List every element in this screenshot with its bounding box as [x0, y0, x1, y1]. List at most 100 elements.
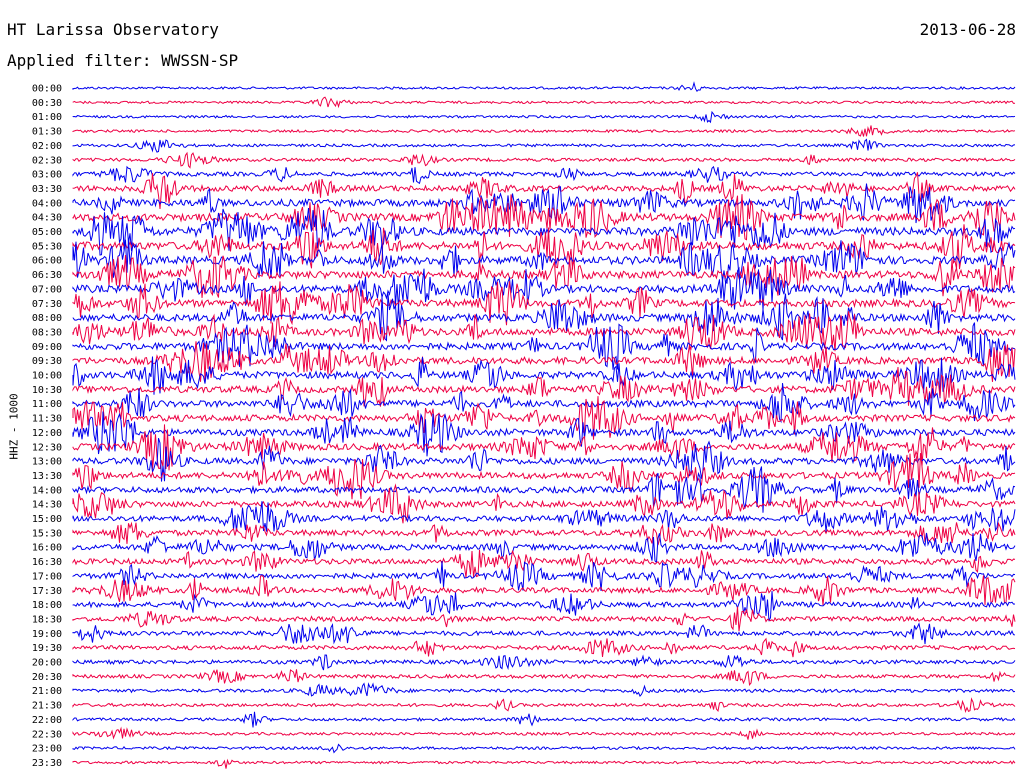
seismic-trace — [72, 758, 1016, 769]
seismic-trace — [72, 138, 1016, 153]
seismic-trace — [72, 266, 1016, 311]
seismic-trace — [72, 293, 1016, 342]
trace-label: 09:30 — [32, 356, 62, 367]
trace-label: 08:00 — [32, 313, 62, 324]
trace-label: 10:30 — [32, 385, 62, 396]
seismic-trace — [72, 453, 1016, 500]
filter-label: Applied filter: WWSSN-SP — [7, 51, 239, 70]
seismic-trace — [72, 532, 1016, 564]
seismic-trace — [72, 224, 1016, 270]
seismic-trace — [72, 483, 1016, 524]
trace-label: 01:30 — [32, 127, 62, 138]
trace-label: 16:30 — [32, 557, 62, 568]
seismic-trace — [72, 322, 1016, 370]
seismic-trace — [72, 438, 1016, 482]
seismic-trace — [72, 549, 1016, 578]
seismic-trace — [72, 606, 1016, 632]
trace-label: 15:00 — [32, 514, 62, 525]
trace-label: 05:30 — [32, 241, 62, 252]
seismic-trace — [72, 281, 1016, 326]
seismic-trace — [72, 194, 1016, 241]
trace-label: 23:30 — [32, 758, 62, 769]
trace-label: 16:00 — [32, 543, 62, 554]
seismic-trace — [72, 711, 1016, 728]
trace-label: 05:00 — [32, 227, 62, 238]
seismic-trace — [72, 151, 1016, 169]
seismic-trace — [72, 396, 1016, 440]
trace-label: 00:00 — [32, 84, 62, 95]
seismic-trace — [72, 165, 1016, 185]
trace-label: 01:00 — [32, 112, 62, 123]
trace-label: 04:30 — [32, 213, 62, 224]
seismic-trace — [72, 172, 1016, 210]
seismic-trace — [72, 726, 1016, 740]
seismic-trace — [72, 501, 1016, 533]
trace-label: 22:30 — [32, 729, 62, 740]
trace-label: 03:30 — [32, 184, 62, 195]
trace-label: 21:00 — [32, 686, 62, 697]
trace-label: 04:00 — [32, 198, 62, 209]
seismic-trace — [72, 622, 1016, 645]
seismic-trace — [72, 81, 1016, 92]
seismic-trace — [72, 110, 1016, 124]
seismic-trace — [72, 560, 1016, 591]
seismic-trace — [72, 183, 1016, 224]
trace-label: 11:30 — [32, 414, 62, 425]
trace-label: 18:00 — [32, 600, 62, 611]
trace-label: 10:00 — [32, 371, 62, 382]
trace-label: 19:30 — [32, 643, 62, 654]
seismic-trace — [72, 591, 1016, 622]
date-label: 2013-06-28 — [919, 20, 1016, 39]
trace-label: 21:30 — [32, 701, 62, 712]
trace-label: 00:30 — [32, 98, 62, 109]
trace-label: 23:00 — [32, 744, 62, 755]
seismic-trace — [72, 521, 1016, 546]
trace-label: 12:00 — [32, 428, 62, 439]
seismic-trace — [72, 424, 1016, 471]
trace-label: 03:00 — [32, 170, 62, 181]
trace-label: 19:00 — [32, 629, 62, 640]
trace-label: 02:30 — [32, 155, 62, 166]
trace-label: 07:00 — [32, 284, 62, 295]
seismic-trace — [72, 682, 1016, 698]
trace-label: 06:30 — [32, 270, 62, 281]
seismic-trace — [72, 311, 1016, 352]
trace-label: 08:30 — [32, 327, 62, 338]
seismic-trace — [72, 383, 1016, 424]
seismic-trace — [72, 743, 1016, 754]
observatory-title: HT Larissa Observatory — [7, 20, 219, 39]
trace-label: 18:30 — [32, 614, 62, 625]
trace-label: 12:30 — [32, 442, 62, 453]
trace-label: 02:00 — [32, 141, 62, 152]
seismic-trace — [72, 356, 1016, 399]
seismic-trace — [72, 341, 1016, 382]
seismic-trace — [72, 366, 1016, 407]
seismic-trace — [72, 411, 1016, 457]
trace-label: 09:00 — [32, 342, 62, 353]
seismic-trace — [72, 255, 1016, 298]
seismic-trace — [72, 637, 1016, 658]
trace-label: 13:00 — [32, 457, 62, 468]
trace-label: 20:00 — [32, 658, 62, 669]
trace-label: 14:00 — [32, 485, 62, 496]
trace-label: 13:30 — [32, 471, 62, 482]
trace-label: 17:00 — [32, 571, 62, 582]
seismic-trace — [72, 669, 1016, 687]
trace-label: 11:00 — [32, 399, 62, 410]
trace-label: 22:00 — [32, 715, 62, 726]
trace-label: 15:30 — [32, 528, 62, 539]
seismic-trace — [72, 207, 1016, 256]
trace-label: 06:00 — [32, 256, 62, 267]
seismic-trace — [72, 654, 1016, 671]
seismic-trace — [72, 697, 1016, 714]
trace-label: 14:30 — [32, 500, 62, 511]
seismic-trace — [72, 96, 1016, 109]
trace-label: 20:30 — [32, 672, 62, 683]
seismic-trace — [72, 238, 1016, 284]
seismic-trace — [72, 575, 1016, 606]
trace-label: 17:30 — [32, 586, 62, 597]
seismic-trace — [72, 125, 1016, 137]
seismic-trace — [72, 466, 1016, 513]
trace-label: 07:30 — [32, 299, 62, 310]
